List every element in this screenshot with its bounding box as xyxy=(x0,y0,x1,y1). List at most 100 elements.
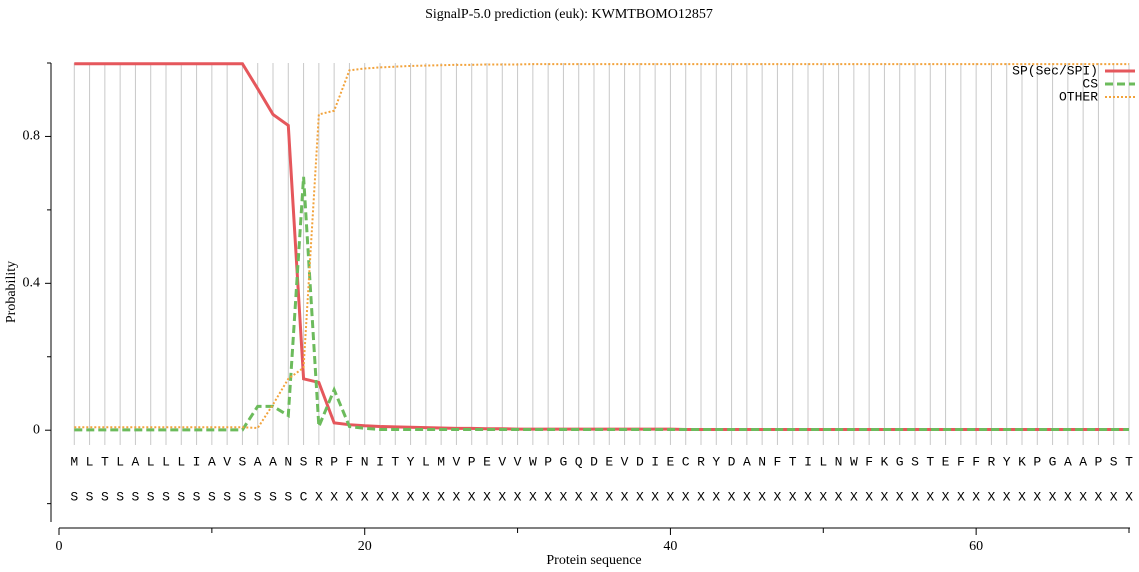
residue: C xyxy=(682,454,690,469)
residue: T xyxy=(391,454,399,469)
residue: M xyxy=(70,454,78,469)
residue-label: X xyxy=(1049,489,1057,504)
residue: F xyxy=(972,454,980,469)
residue-label: X xyxy=(1079,489,1087,504)
residue-label: S xyxy=(101,489,109,504)
residue-label: X xyxy=(330,489,338,504)
residue: L xyxy=(422,454,430,469)
residue-label: S xyxy=(132,489,140,504)
residue-label: X xyxy=(988,489,996,504)
residue: Q xyxy=(575,454,583,469)
residue: M xyxy=(437,454,445,469)
residue-label: S xyxy=(70,489,78,504)
residue: V xyxy=(223,454,231,469)
legend-label: OTHER xyxy=(1059,89,1098,104)
residue-label: X xyxy=(422,489,430,504)
residue: R xyxy=(697,454,705,469)
residue-label: X xyxy=(697,489,705,504)
residue-label: X xyxy=(1125,489,1133,504)
y-tick-label: 0.8 xyxy=(23,129,41,144)
legend-label: CS xyxy=(1082,76,1098,91)
residue-label: X xyxy=(407,489,415,504)
residue: S xyxy=(239,454,247,469)
residue: E xyxy=(942,454,950,469)
residue: A xyxy=(743,454,751,469)
residue-label: X xyxy=(636,489,644,504)
residue-label: X xyxy=(881,489,889,504)
residue: F xyxy=(865,454,873,469)
residue-label: X xyxy=(926,489,934,504)
residue: D xyxy=(590,454,598,469)
residue: D xyxy=(636,454,644,469)
residue-label: X xyxy=(529,489,537,504)
residue: L xyxy=(116,454,124,469)
residue: T xyxy=(1125,454,1133,469)
residue-label: X xyxy=(361,489,369,504)
residue: A xyxy=(269,454,277,469)
residue: I xyxy=(376,454,384,469)
residue: E xyxy=(605,454,613,469)
residue-label: S xyxy=(177,489,185,504)
residue-label: S xyxy=(284,489,292,504)
residue-label: X xyxy=(575,489,583,504)
residue-label: X xyxy=(498,489,506,504)
residue-label: X xyxy=(850,489,858,504)
y-tick-label: 0.4 xyxy=(23,276,41,291)
residue: N xyxy=(835,454,843,469)
residue-label: S xyxy=(269,489,277,504)
residue-label: X xyxy=(376,489,384,504)
residue: S xyxy=(1110,454,1118,469)
residue-label: X xyxy=(942,489,950,504)
x-tick-label: 40 xyxy=(663,539,677,554)
residue-label: X xyxy=(712,489,720,504)
residue: Y xyxy=(1003,454,1011,469)
residue: L xyxy=(162,454,170,469)
residue: N xyxy=(284,454,292,469)
residue: P xyxy=(1095,454,1103,469)
residue-label: X xyxy=(453,489,461,504)
residue-label: X xyxy=(957,489,965,504)
residue-label: S xyxy=(208,489,216,504)
residue: A xyxy=(254,454,262,469)
residue-label: X xyxy=(1110,489,1118,504)
residue: L xyxy=(86,454,94,469)
residue-label: X xyxy=(514,489,522,504)
residue-label: X xyxy=(544,489,552,504)
residue: W xyxy=(850,454,858,469)
residue: S xyxy=(300,454,308,469)
residue-label: X xyxy=(621,489,629,504)
residue: K xyxy=(881,454,889,469)
residue-label: X xyxy=(728,489,736,504)
residue-label: S xyxy=(193,489,201,504)
residue-label: X xyxy=(468,489,476,504)
residue-label: C xyxy=(300,489,308,504)
series-line xyxy=(74,63,1129,430)
residue-label: X xyxy=(743,489,751,504)
chart-title: SignalP-5.0 prediction (euk): KWMTBOMO12… xyxy=(425,7,713,22)
residue-label: X xyxy=(789,489,797,504)
residue-label: X xyxy=(972,489,980,504)
residue-label: X xyxy=(835,489,843,504)
residue-label: X xyxy=(819,489,827,504)
y-tick-label: 0 xyxy=(33,422,40,437)
residue-label: X xyxy=(682,489,690,504)
y-axis-label: Probability xyxy=(4,261,19,323)
residue: F xyxy=(957,454,965,469)
residue-label: X xyxy=(560,489,568,504)
residue: N xyxy=(758,454,766,469)
residue: A xyxy=(1064,454,1072,469)
residue: V xyxy=(514,454,522,469)
residue-label: S xyxy=(254,489,262,504)
residue: Y xyxy=(712,454,720,469)
residue: N xyxy=(361,454,369,469)
x-tick-label: 0 xyxy=(56,539,63,554)
residue: A xyxy=(132,454,140,469)
residue-label: S xyxy=(223,489,231,504)
residue: G xyxy=(1049,454,1057,469)
residue-label: X xyxy=(804,489,812,504)
residue: Y xyxy=(407,454,415,469)
residue: L xyxy=(177,454,185,469)
residue: P xyxy=(468,454,476,469)
residue: T xyxy=(926,454,934,469)
